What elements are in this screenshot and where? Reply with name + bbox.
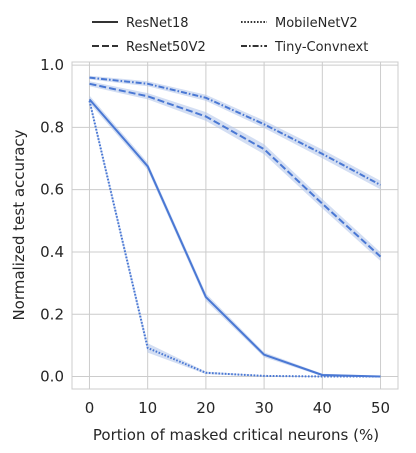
legend-label: ResNet18: [126, 16, 189, 31]
line-series-1: [89, 82, 382, 258]
y-tick-label: 0.4: [40, 243, 64, 261]
x-axis-label: Portion of masked critical neurons (%): [93, 426, 379, 444]
legend-label: ResNet50V2: [126, 40, 206, 55]
x-tick-label: 50: [371, 399, 390, 417]
x-tick-label: 10: [138, 399, 157, 417]
x-tick-label: 0: [85, 399, 95, 417]
y-tick-label: 0.6: [40, 181, 64, 199]
x-tick-label: 40: [313, 399, 332, 417]
x-tick-label: 20: [196, 399, 215, 417]
y-axis-label: Normalized test accuracy: [10, 129, 28, 320]
line-series-0: [88, 98, 381, 378]
y-tick-label: 0.0: [40, 368, 64, 386]
plot-frame: [71, 61, 399, 390]
legend-label: MobileNetV2: [275, 16, 358, 31]
band-series-0: [89, 95, 381, 378]
y-tick-label: 0.8: [40, 118, 64, 136]
y-tick-labels: 0.0 0.2 0.4 0.6 0.8 1.0: [40, 56, 64, 385]
x-tick-labels: 0 10 20 30 40 50: [85, 399, 390, 417]
band-series-2: [89, 97, 381, 377]
y-tick-label: 1.0: [40, 56, 64, 74]
confidence-bands: [89, 75, 381, 378]
line-series-3: [89, 76, 381, 186]
legend-label: Tiny-Convnext: [274, 40, 368, 55]
line-series-2: [88, 100, 381, 378]
y-tick-label: 0.2: [40, 305, 64, 323]
series-lines: [88, 76, 382, 378]
x-tick-label: 30: [255, 399, 274, 417]
legend: ResNet18 ResNet50V2 MobileNetV2 Tiny-Convne…: [92, 16, 368, 55]
